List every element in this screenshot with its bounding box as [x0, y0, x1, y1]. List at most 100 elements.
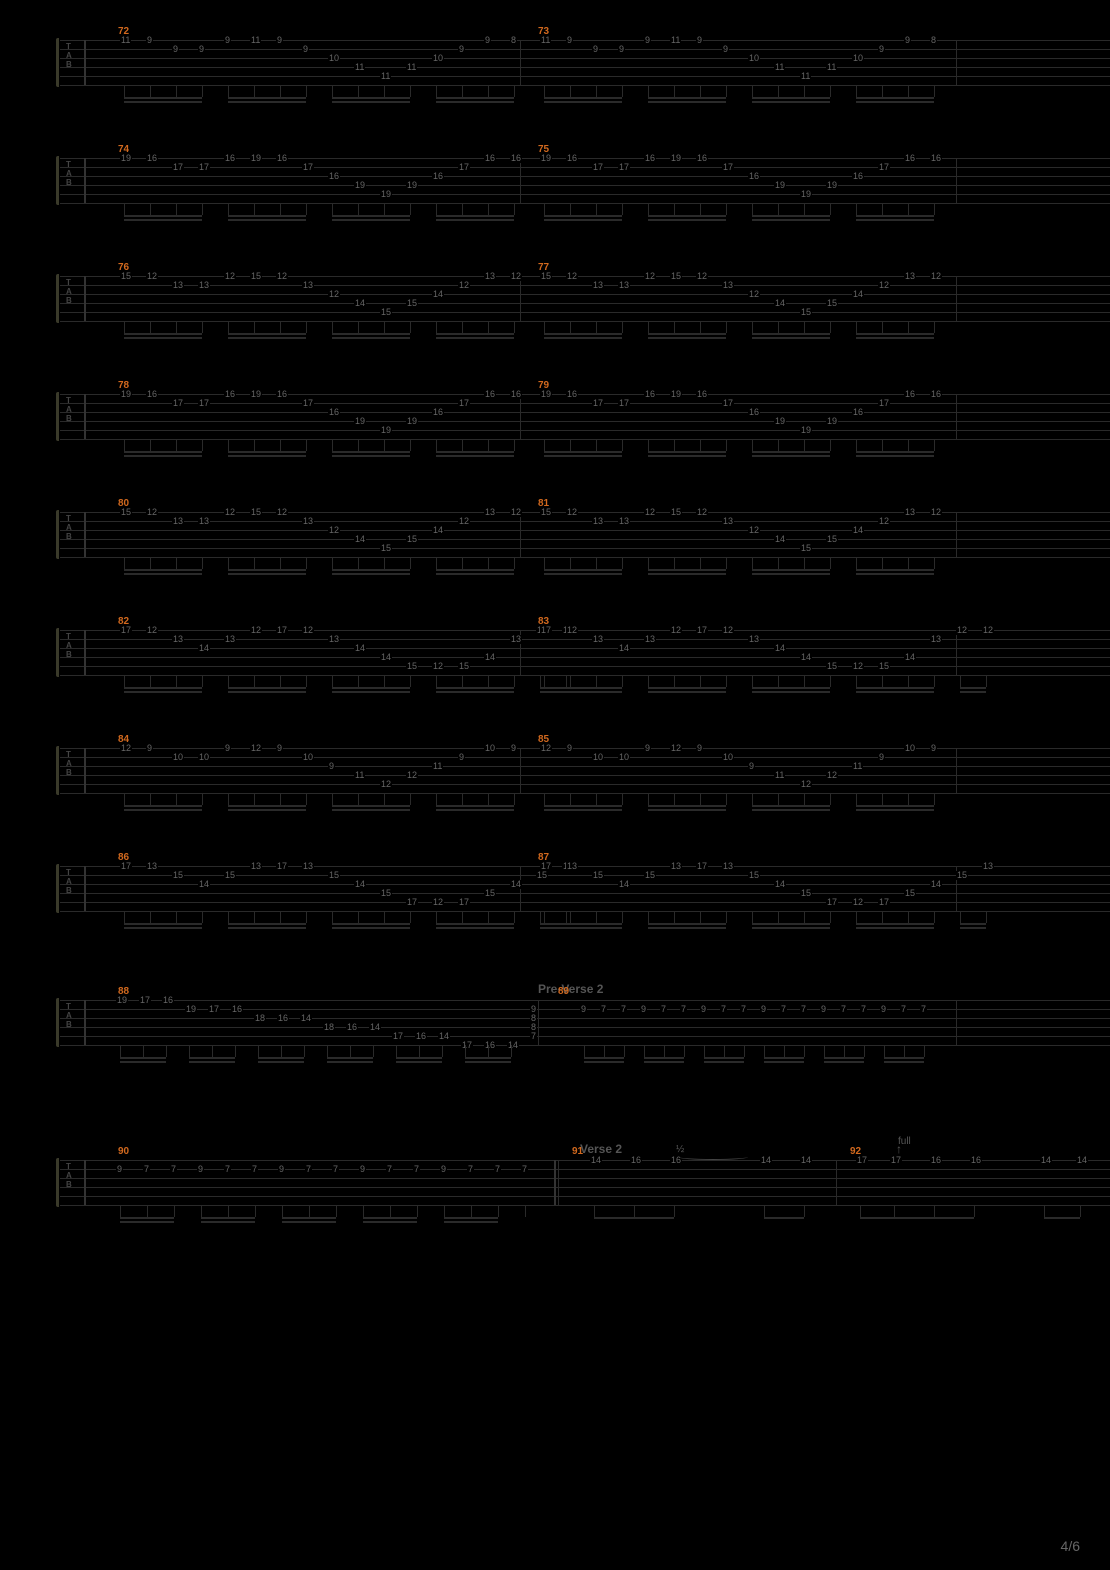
fret-number: 13	[302, 862, 314, 871]
note-stem	[804, 439, 805, 451]
fret-number: 12	[982, 626, 994, 635]
note-stem	[358, 85, 359, 97]
staff-line	[60, 312, 1110, 313]
fret-number: 17	[696, 626, 708, 635]
note-stem	[700, 793, 701, 805]
beam	[228, 687, 306, 689]
fret-number: 9	[116, 1165, 123, 1174]
fret-number: 19	[800, 426, 812, 435]
fret-number: 17	[198, 163, 210, 172]
fret-number: 7	[780, 1005, 787, 1014]
note-stem	[202, 85, 203, 97]
fret-number: 15	[956, 871, 968, 880]
fret-number: 13	[748, 635, 760, 644]
beam	[648, 101, 726, 103]
note-stem	[332, 911, 333, 923]
note-stem	[254, 557, 255, 569]
fret-number: 9	[146, 36, 153, 45]
barline	[520, 512, 521, 557]
note-stem	[664, 1045, 665, 1057]
beam	[228, 97, 306, 99]
staff-line	[60, 294, 1110, 295]
fret-number: 12	[328, 290, 340, 299]
beam	[648, 805, 726, 807]
note-stem	[570, 321, 571, 333]
note-stem	[674, 793, 675, 805]
system-bracket	[56, 746, 59, 795]
fret-number: 17	[540, 862, 552, 871]
fret-number: 13	[670, 862, 682, 871]
beam	[648, 219, 726, 221]
fret-number: 15	[120, 272, 132, 281]
beam	[332, 573, 410, 575]
tab-clef: TAB	[66, 868, 72, 895]
note-stem	[306, 793, 307, 805]
fret-number: 16	[566, 154, 578, 163]
beam	[752, 687, 830, 689]
fret-number: 14	[432, 290, 444, 299]
note-stem	[511, 1045, 512, 1057]
beam	[228, 809, 306, 811]
fret-number: 17	[458, 163, 470, 172]
note-stem	[856, 85, 857, 97]
note-stem	[306, 203, 307, 215]
beam	[332, 691, 410, 693]
fret-number: 17	[618, 163, 630, 172]
note-stem	[778, 793, 779, 805]
beam	[124, 97, 202, 99]
note-stem	[860, 1205, 861, 1217]
staff-line	[60, 439, 1110, 440]
beam	[120, 1057, 166, 1059]
staff-line	[60, 666, 1110, 667]
note-stem	[120, 1045, 121, 1057]
note-stem	[830, 911, 831, 923]
note-stem	[674, 675, 675, 687]
note-stem	[462, 675, 463, 687]
fret-number: 11	[774, 771, 785, 780]
note-stem	[778, 203, 779, 215]
beam	[332, 809, 410, 811]
note-stem	[436, 557, 437, 569]
barline	[956, 630, 957, 675]
note-stem	[934, 1205, 935, 1217]
note-stem	[752, 321, 753, 333]
beam	[648, 927, 726, 929]
note-stem	[254, 439, 255, 451]
staff-line	[60, 530, 1110, 531]
fret-number: 9	[878, 45, 885, 54]
fret-number: 15	[536, 871, 548, 880]
note-stem	[202, 321, 203, 333]
fret-number: 17	[458, 898, 470, 907]
note-stem	[150, 321, 151, 333]
beam	[228, 573, 306, 575]
beam	[228, 691, 306, 693]
note-stem	[634, 1205, 635, 1217]
note-stem	[648, 911, 649, 923]
fret-number: 15	[250, 508, 262, 517]
note-stem	[309, 1205, 310, 1217]
note-stem	[570, 439, 571, 451]
fret-number: 16	[276, 390, 288, 399]
fret-number: 14	[1076, 1156, 1088, 1165]
beam	[544, 455, 622, 457]
system-bracket	[56, 392, 59, 441]
note-stem	[280, 85, 281, 97]
fret-number: 14	[590, 1156, 602, 1165]
beam	[124, 219, 202, 221]
staff-line	[60, 657, 1110, 658]
staff-line	[60, 748, 1110, 749]
fret-number: 15	[644, 871, 656, 880]
note-stem	[726, 439, 727, 451]
beam	[824, 1057, 864, 1059]
note-stem	[764, 1205, 765, 1217]
fret-number: 19	[826, 181, 838, 190]
beam	[752, 101, 830, 103]
beam	[436, 691, 514, 693]
note-stem	[306, 911, 307, 923]
note-stem	[254, 911, 255, 923]
fret-number: 14	[380, 653, 392, 662]
beam	[860, 1217, 974, 1219]
fret-number: 15	[826, 535, 838, 544]
note-stem	[778, 85, 779, 97]
fret-number: 14	[774, 299, 786, 308]
